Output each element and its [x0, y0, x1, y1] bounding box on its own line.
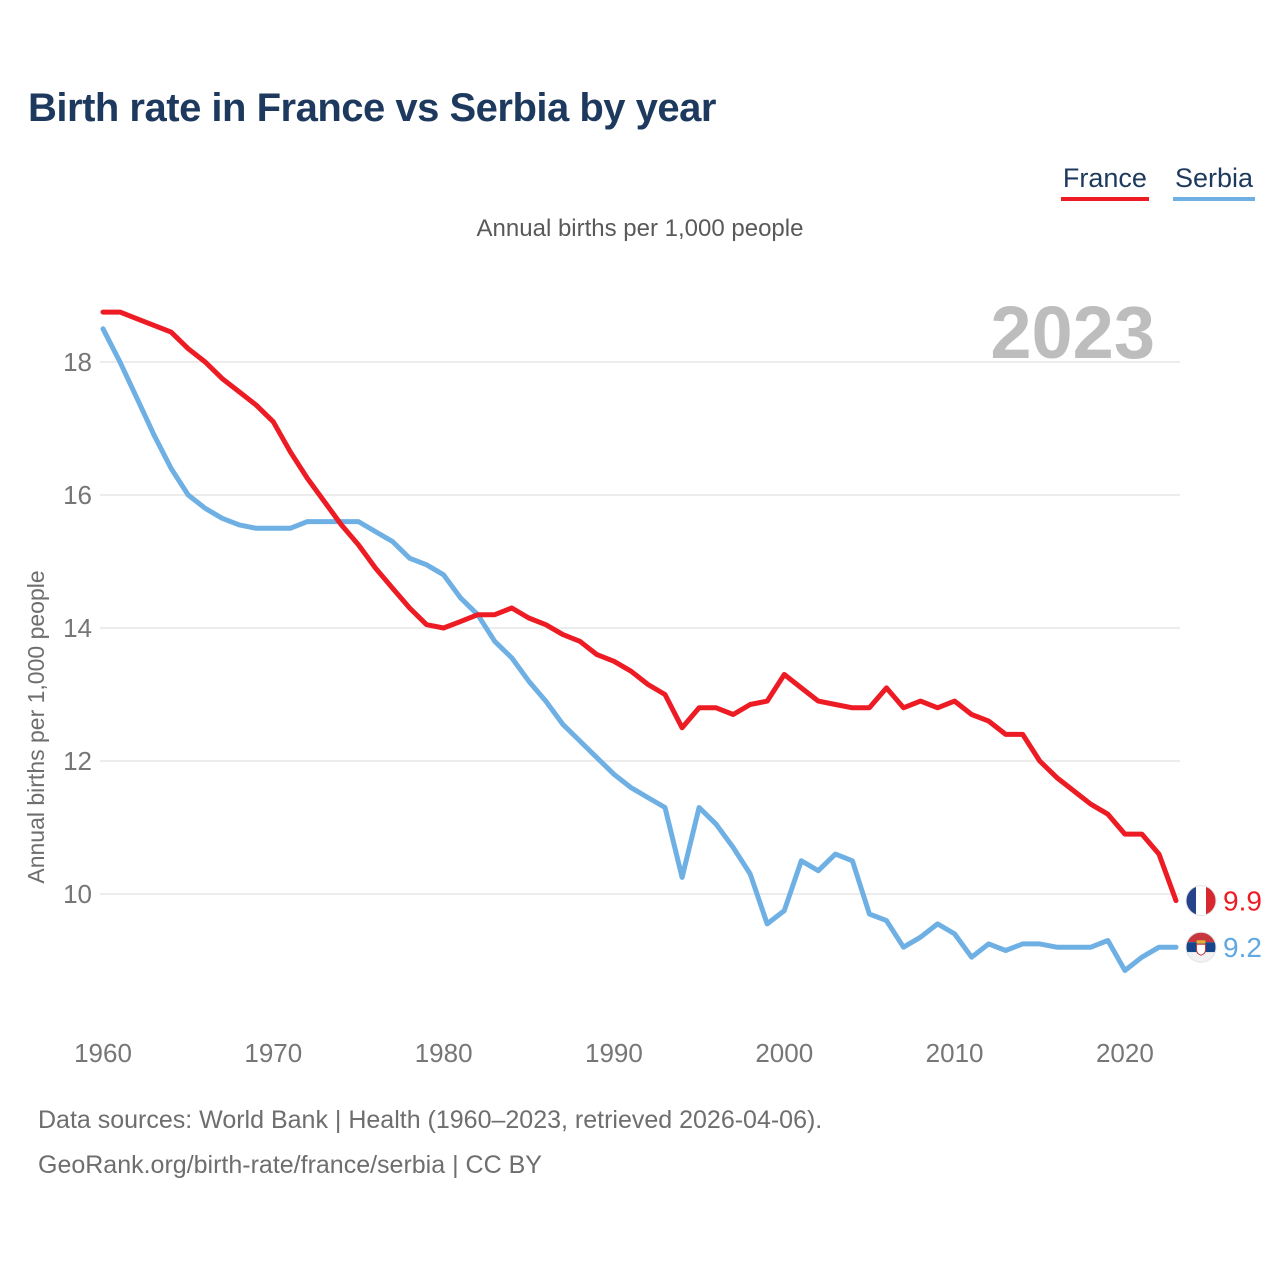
y-tick-label: 18	[63, 347, 92, 377]
page-title: Birth rate in France vs Serbia by year	[28, 86, 716, 130]
y-axis-title: Annual births per 1,000 people	[23, 570, 49, 883]
serbia-end-value: 9.2	[1223, 932, 1262, 963]
footer-sources: Data sources: World Bank | Health (1960–…	[38, 1106, 823, 1134]
footer: Data sources: World Bank | Health (1960–…	[38, 1098, 822, 1188]
legend: France Serbia	[1037, 163, 1255, 201]
serbia-end-label: 9.2	[1185, 931, 1262, 963]
x-tick-label: 2010	[926, 1038, 984, 1068]
legend-item-france[interactable]: France	[1060, 163, 1149, 201]
serbia-flag-icon	[1185, 931, 1217, 963]
x-tick-label: 1970	[244, 1038, 302, 1068]
x-tick-label: 2020	[1096, 1038, 1154, 1068]
chart-subtitle: Annual births per 1,000 people	[476, 215, 804, 242]
footer-attribution: GeoRank.org/birth-rate/france/serbia | C…	[38, 1151, 542, 1179]
y-tick-label: 16	[63, 480, 92, 510]
y-tick-label: 10	[63, 879, 92, 909]
france-end-label: 9.9	[1185, 885, 1262, 917]
x-tick-label: 1990	[585, 1038, 643, 1068]
x-tick-label: 2000	[755, 1038, 813, 1068]
france-flag-icon	[1185, 885, 1217, 917]
france-end-value: 9.9	[1223, 885, 1262, 916]
x-axis-tick-labels: 1960 1970 1980 1990 2000 2010 2020	[74, 1038, 1154, 1068]
series-lines	[100, 309, 1179, 973]
y-tick-label: 14	[63, 613, 92, 643]
y-axis-tick-labels: 18 16 14 12 10	[63, 347, 92, 909]
x-tick-label: 1980	[415, 1038, 473, 1068]
x-tick-label: 1960	[74, 1038, 132, 1068]
watermark-year: 2023	[990, 291, 1155, 374]
france-line	[100, 309, 1179, 904]
legend-item-serbia[interactable]: Serbia	[1172, 163, 1255, 201]
y-tick-label: 12	[63, 746, 92, 776]
gridlines	[100, 361, 1180, 895]
serbia-line	[100, 326, 1179, 973]
